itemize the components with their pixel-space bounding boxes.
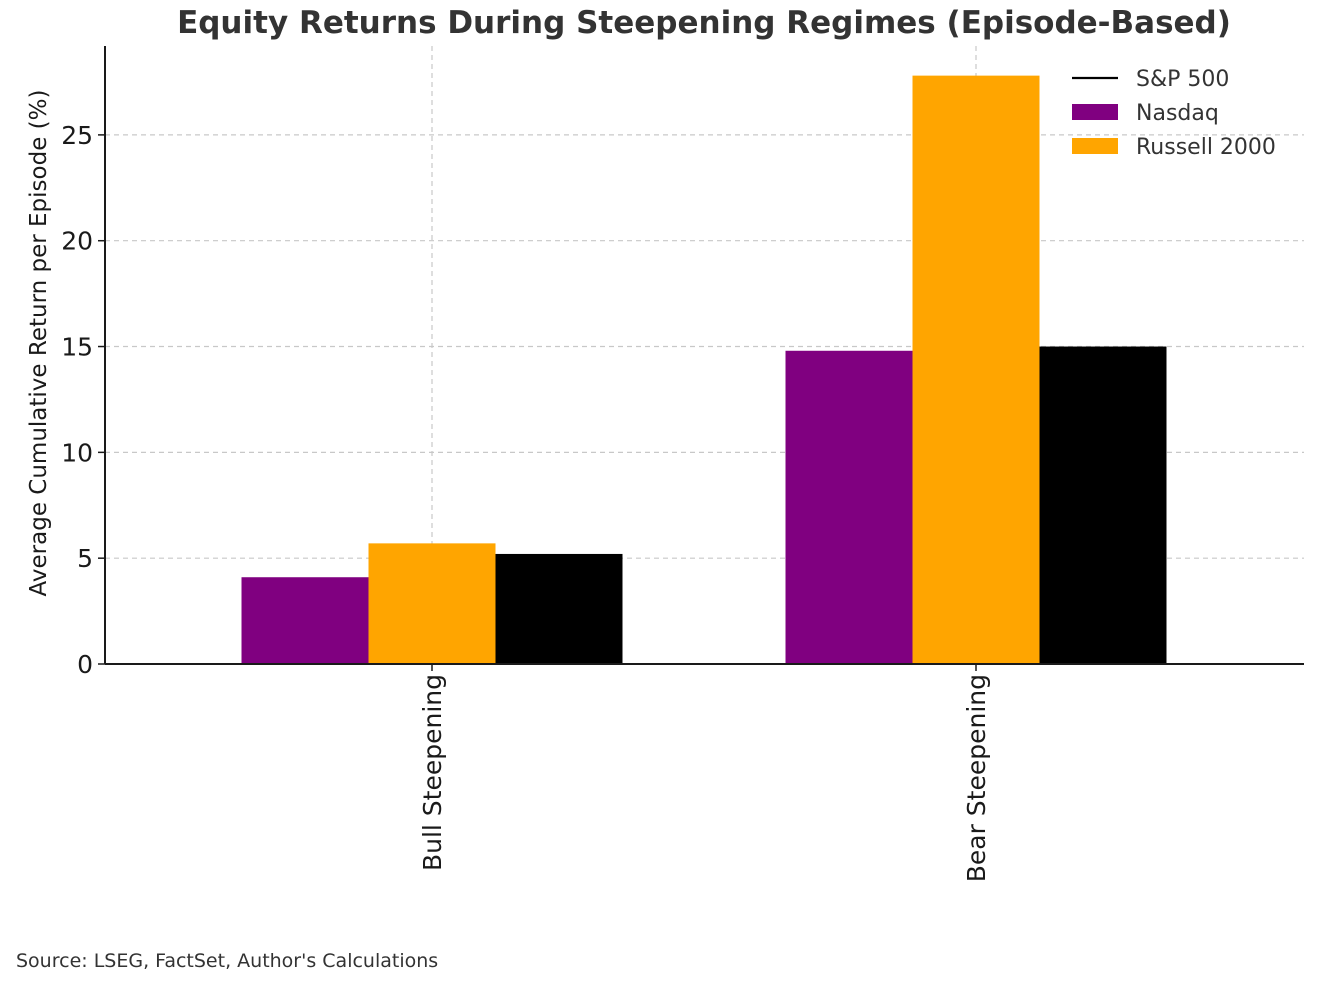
legend-swatch-nasdaq — [1072, 104, 1118, 120]
legend-label-nasdaq: Nasdaq — [1136, 101, 1219, 126]
y-tick-label: 5 — [77, 544, 93, 573]
x-tick-label: Bull Steepening — [418, 674, 447, 871]
axes — [98, 46, 1304, 671]
bar-russell-2000-bear-steepening — [912, 75, 1040, 665]
legend-label-s-p-500: S&P 500 — [1136, 67, 1229, 92]
y-tick-label: 0 — [77, 650, 93, 679]
legend-swatch-russell-2000 — [1072, 138, 1118, 154]
y-tick-label: 20 — [61, 227, 93, 256]
tick-labels: 0 5 10 15 20 25 Bull Steepening Bear Steepening — [61, 121, 991, 882]
bar-nasdaq-bear-steepening — [785, 350, 913, 664]
y-tick-label: 15 — [61, 333, 93, 362]
x-tick-label: Bear Steepening — [962, 674, 991, 882]
bar-s-p-500-bull-steepening — [495, 553, 623, 664]
bars — [241, 75, 1167, 665]
bar-russell-2000-bull-steepening — [368, 543, 496, 664]
y-axis-label: Average Cumulative Return per Episode (%… — [26, 90, 52, 597]
y-tick-label: 10 — [61, 438, 93, 467]
chart-title: Equity Returns During Steepening Regimes… — [177, 5, 1231, 41]
source-note: Source: LSEG, FactSet, Author's Calculat… — [16, 950, 438, 972]
legend: S&P 500 Nasdaq Russell 2000 — [1072, 67, 1276, 160]
bar-nasdaq-bull-steepening — [241, 577, 369, 664]
legend-label-russell-2000: Russell 2000 — [1136, 135, 1276, 160]
bar-s-p-500-bear-steepening — [1039, 346, 1167, 664]
y-tick-label: 25 — [61, 121, 93, 150]
